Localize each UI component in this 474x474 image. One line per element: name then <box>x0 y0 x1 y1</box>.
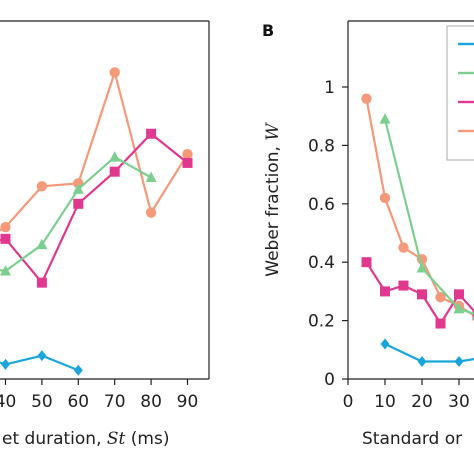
panel-a-series-2-point-2 <box>36 238 48 250</box>
panel-b-x-tick-label-3: 30 <box>448 392 470 412</box>
legend-box <box>446 25 474 161</box>
panel-b-series-1-point-6 <box>472 309 474 320</box>
panel-a-series-0-point-5 <box>145 207 157 218</box>
panel-a-plot-area <box>0 67 193 376</box>
panel-b-y-axis-title: Weber fraction, W <box>263 122 283 277</box>
panel-a-x-axis-title-unit: (ms) <box>125 429 169 449</box>
panel-b-series-0-point-1 <box>379 192 391 204</box>
panel-a-series-1-point-4 <box>109 166 120 177</box>
panel-b-x-tick-label-2: 20 <box>411 392 433 412</box>
panel-a-series-0-point-1 <box>0 221 11 233</box>
panel-a-series-3-point-1 <box>1 358 10 370</box>
panel-b-series-0-point-0 <box>361 93 372 104</box>
panel-b-y-tick-label-4: 0.8 <box>308 136 335 156</box>
panel-b-series-2-point-2 <box>453 302 465 314</box>
panel-b-series-1-point-2 <box>398 280 409 291</box>
panel-a-series-1-point-6 <box>182 157 193 168</box>
panel-a-x-tick-label-1: 50 <box>31 392 53 412</box>
panel-b-series-3-point-0 <box>380 338 390 350</box>
panel-a-series-0-point-2 <box>36 181 48 192</box>
panel-a-series-1-point-1 <box>0 233 11 244</box>
panel-a-series-2-line <box>0 155 152 273</box>
panel-b-x-tick-label-0: 0 <box>343 392 354 412</box>
panel-b-series-1-point-1 <box>380 286 390 297</box>
panel-a-series-3-point-2 <box>37 350 47 362</box>
panel-a-x-tick-label-5: 90 <box>177 392 199 412</box>
panel-a-series-2-point-5 <box>145 171 157 183</box>
panel-b-series-1-point-5 <box>454 289 464 300</box>
panel-b-x-tick-label-1: 10 <box>374 392 396 412</box>
panel-b-y-tick-label-1: 0.2 <box>308 312 335 332</box>
panel-b-series-2-line <box>383 118 474 315</box>
panel-a-series-1-line <box>0 132 189 285</box>
panel-a-x-tick-label-2: 60 <box>67 392 89 412</box>
panel-a-series-3-line <box>0 354 79 372</box>
panel-b-y-tick-label-2: 0.4 <box>308 253 335 273</box>
panel-b-series-2-point-1 <box>416 262 428 273</box>
panel-a-series-1-point-5 <box>146 128 157 139</box>
panel-b-series-1-point-3 <box>417 289 427 300</box>
panel-a-series-2-point-3 <box>72 183 84 194</box>
panel-a-x-tick-label-3: 70 <box>104 392 126 412</box>
panel-b-y-axis-title-var: W <box>263 122 283 141</box>
panel-a-series-0-point-4 <box>109 67 120 78</box>
panel-a-series-2-point-4 <box>109 151 121 162</box>
panel-a-x-axis-title: et duration, St (ms) <box>2 429 169 449</box>
panel-a-x-ticks: 40 50 60 70 80 90 <box>0 379 198 412</box>
panel-b-label: B <box>262 21 274 40</box>
panel-b-y-tick-label-3: 0.6 <box>308 195 335 215</box>
panel-a-series-1-point-3 <box>73 198 84 209</box>
panel-a-series-3-point-3 <box>73 364 83 376</box>
panel-a-x-axis-title-text: et duration, <box>2 429 107 449</box>
panel-a-series-2-point-1 <box>0 264 11 276</box>
panel-a-series-0-point-6 <box>182 148 193 160</box>
panel-b-series-1-point-0 <box>361 257 372 268</box>
panel-b-series-1-point-4 <box>435 318 446 329</box>
panel-b-series-0-point-4 <box>435 292 446 303</box>
panel-b-series-3-line <box>384 342 474 363</box>
panel-b-plot-area <box>361 93 474 367</box>
panel-b-x-ticks: 0 10 20 30 <box>343 379 470 412</box>
panel-b-y-tick-label-0: 0 <box>324 370 335 390</box>
panel-b-legend <box>446 25 474 161</box>
panel-a-x-tick-label-4: 80 <box>140 392 162 412</box>
panel-a-x-axis-title-var: St <box>107 429 126 449</box>
panel-b-y-tick-label-5: 1 <box>324 78 335 98</box>
panel-b-series-3-point-1 <box>417 355 427 367</box>
panel-b-x-axis-title: Standard or <box>362 429 462 449</box>
panel-a: 40 50 60 70 80 90 et duration, St (ms) <box>0 20 210 449</box>
panel-a-series-0-line <box>0 68 189 232</box>
panel-b-series-0-point-2 <box>398 242 409 253</box>
panel-b-series-3-point-2 <box>454 355 464 367</box>
panel-a-series-1-point-2 <box>36 277 47 288</box>
panel-b-series-2-point-0 <box>379 113 391 124</box>
panel-a-x-tick-label-0: 40 <box>0 392 16 412</box>
panel-b: B 0 0.2 0.4 0.6 0.8 1 0 10 20 30 Weber fraction,… <box>262 20 474 449</box>
panel-b-y-axis-title-text: Weber fraction, <box>263 141 283 277</box>
panel-b-y-ticks: 0 0.2 0.4 0.6 0.8 1 <box>308 78 348 390</box>
